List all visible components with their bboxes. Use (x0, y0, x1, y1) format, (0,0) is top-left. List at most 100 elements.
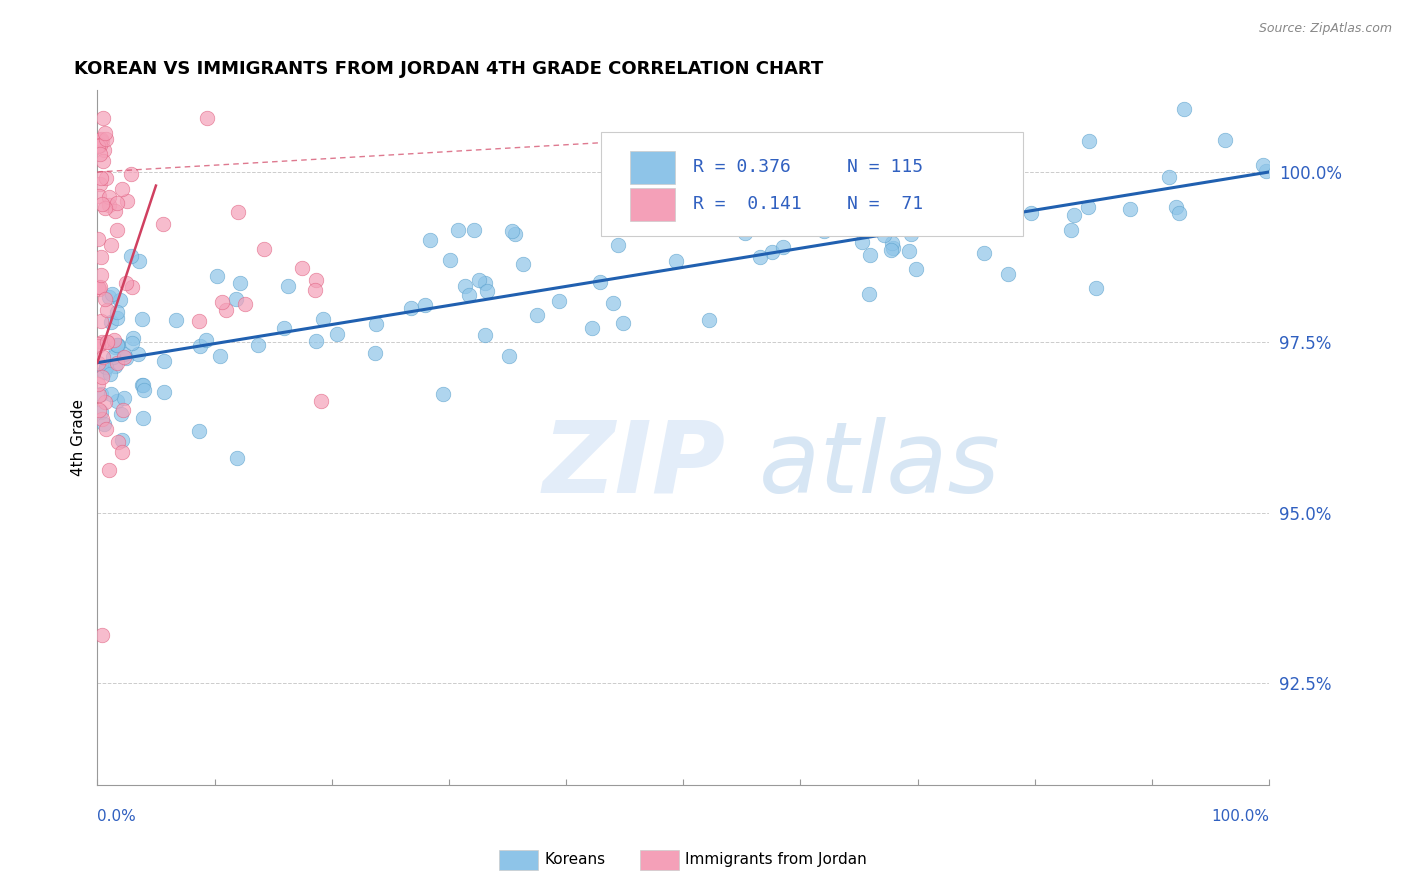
Point (94, 171, 117, 186)
Text: Immigrants from Jordan: Immigrants from Jordan (685, 853, 866, 867)
Point (90, 405, 112, 419)
Point (93, 394, 115, 409)
Point (93, 202, 115, 216)
Point (547, 294, 569, 309)
Point (305, 273, 328, 287)
Text: 100.0%: 100.0% (1211, 809, 1270, 823)
Point (131, 312, 153, 326)
Point (581, 321, 603, 335)
Point (880, 243, 903, 257)
Point (748, 250, 770, 264)
Point (96, 302, 118, 317)
Point (134, 383, 156, 397)
Point (208, 349, 231, 363)
Point (96, 360, 118, 375)
Point (233, 296, 256, 310)
Point (995, 180, 1018, 194)
Point (304, 283, 326, 297)
Point (277, 278, 299, 293)
Point (226, 205, 249, 219)
Point (91, 628, 114, 642)
Point (121, 280, 143, 294)
Point (1077, 134, 1099, 148)
Point (880, 235, 903, 250)
Point (1173, 102, 1195, 116)
Point (110, 293, 132, 307)
Point (90, 314, 112, 328)
Point (498, 349, 520, 363)
Point (873, 227, 896, 242)
Point (1119, 202, 1142, 216)
Point (94, 292, 117, 306)
Point (104, 340, 127, 354)
Point (105, 356, 128, 370)
Text: R = 0.376: R = 0.376 (693, 159, 790, 177)
Point (205, 269, 228, 284)
Point (105, 310, 128, 325)
Point (1213, 133, 1236, 147)
Point (91, 154, 114, 169)
Point (128, 253, 150, 268)
Point (114, 351, 136, 365)
Point (432, 386, 454, 401)
Point (107, 337, 129, 351)
Point (87, 336, 110, 351)
Point (399, 301, 422, 315)
Point (187, 424, 209, 438)
Point (111, 434, 134, 448)
Point (325, 327, 347, 342)
Point (105, 223, 128, 237)
Point (458, 287, 481, 301)
Point (90, 132, 112, 146)
Point (98, 198, 121, 212)
Point (105, 305, 128, 319)
Point (813, 224, 835, 238)
Point (121, 336, 143, 351)
Point (104, 359, 127, 373)
Point (90, 412, 112, 426)
Point (512, 257, 534, 271)
Point (1166, 201, 1188, 215)
Point (103, 334, 125, 348)
Point (112, 350, 135, 364)
FancyBboxPatch shape (630, 151, 675, 184)
Point (87, 376, 110, 391)
Point (1077, 200, 1099, 214)
Point (859, 248, 882, 262)
Text: atlas: atlas (759, 417, 1001, 514)
Point (96, 360, 118, 375)
Point (93, 417, 115, 431)
Point (589, 275, 612, 289)
Point (87, 402, 110, 417)
Point (468, 273, 491, 287)
Point (225, 292, 247, 306)
Point (94, 132, 117, 146)
Point (215, 302, 238, 317)
Point (454, 279, 477, 293)
Point (100, 387, 122, 401)
Point (225, 450, 247, 465)
Point (1168, 206, 1191, 220)
Point (602, 295, 624, 310)
Point (665, 254, 688, 268)
Point (127, 347, 149, 361)
Point (121, 331, 143, 345)
Point (606, 238, 628, 252)
Point (474, 276, 496, 290)
Point (93, 365, 115, 379)
Point (463, 222, 485, 236)
Point (87, 139, 110, 153)
Point (100, 315, 122, 329)
Point (87, 388, 110, 402)
Point (89, 133, 111, 147)
Point (115, 276, 138, 290)
Point (1251, 158, 1274, 172)
Point (734, 227, 756, 241)
Point (860, 180, 883, 194)
Point (1256, 164, 1278, 178)
Point (131, 411, 153, 425)
Point (851, 235, 873, 249)
Point (474, 328, 496, 343)
Point (475, 284, 498, 298)
Point (447, 223, 470, 237)
